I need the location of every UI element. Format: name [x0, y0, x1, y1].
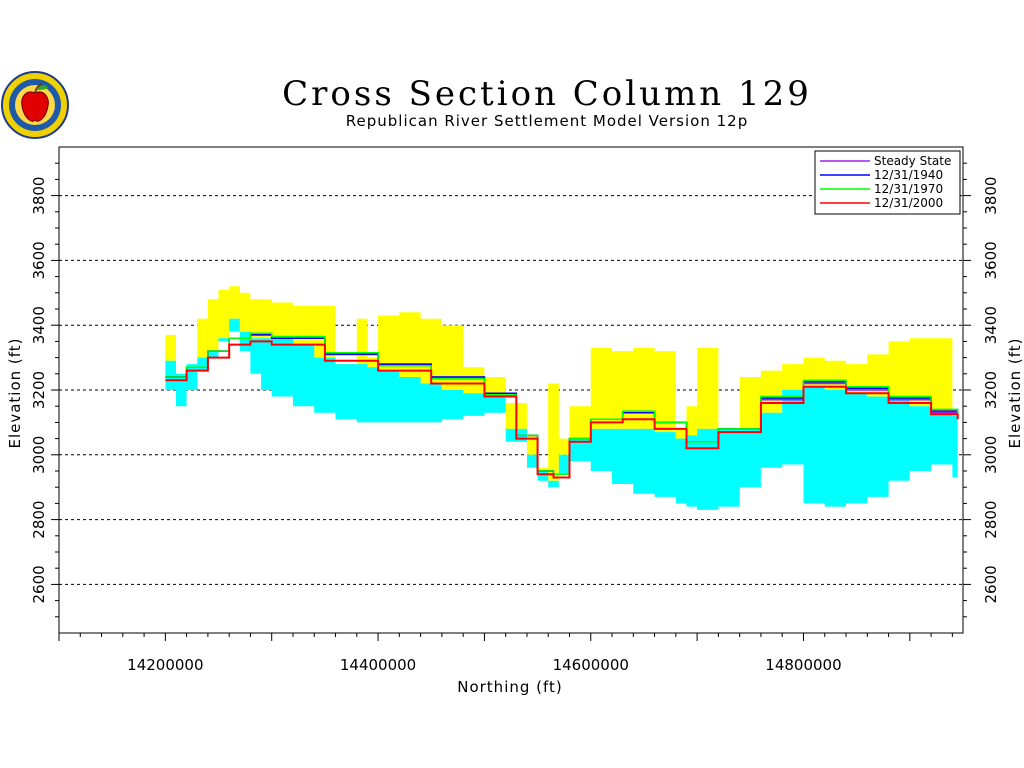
- legend-label-2000: 12/31/2000: [874, 196, 943, 210]
- chart-title: Cross Section Column 129: [282, 74, 812, 114]
- y-tick-label-right: 3800: [982, 177, 1000, 215]
- y-tick-label-right: 3400: [982, 306, 1000, 344]
- legend-label-1940: 12/31/1940: [874, 168, 943, 182]
- x-tick-label: 14200000: [127, 656, 203, 674]
- y-tick-label-right: 3200: [982, 371, 1000, 409]
- series-2000: [165, 340, 959, 479]
- y-tick-label-left: 3200: [30, 371, 48, 409]
- x-tick-label: 14400000: [340, 656, 416, 674]
- y-axis-label-right: Elevation (ft): [1006, 337, 1024, 448]
- agency-seal-logo: [1, 71, 69, 139]
- y-tick-label-left: 3400: [30, 306, 48, 344]
- y-tick-label-left: 2600: [30, 565, 48, 603]
- legend-label-1970: 12/31/1970: [874, 182, 943, 196]
- y-axis-label-left: Elevation (ft): [6, 337, 24, 448]
- y-tick-label-right: 2800: [982, 501, 1000, 539]
- y-tick-label-right: 3000: [982, 436, 1000, 474]
- y-tick-label-left: 3600: [30, 241, 48, 279]
- grid-lines: [59, 195, 963, 585]
- legend: Steady State 12/31/1940 12/31/1970 12/31…: [814, 150, 961, 215]
- y-tick-label-left: 3800: [30, 177, 48, 215]
- land-surface-band: [165, 286, 958, 481]
- head-series: [165, 332, 959, 479]
- aquifer-band: [165, 318, 958, 510]
- chart-subtitle: Republican River Settlement Model Versio…: [346, 112, 748, 130]
- y-tick-label-right: 3600: [982, 241, 1000, 279]
- y-tick-label-left: 3000: [30, 436, 48, 474]
- cross-section-bands: [165, 286, 958, 510]
- legend-label-steady-state: Steady State: [874, 154, 951, 168]
- x-tick-label: 14600000: [553, 656, 629, 674]
- x-tick-label: 14800000: [765, 656, 841, 674]
- y-tick-label-right: 2600: [982, 565, 1000, 603]
- axes: 14200000 14400000 14600000 14800000 2600 2600…: [30, 162, 1000, 674]
- y-tick-label-left: 2800: [30, 501, 48, 539]
- x-axis-label: Northing (ft): [457, 678, 563, 696]
